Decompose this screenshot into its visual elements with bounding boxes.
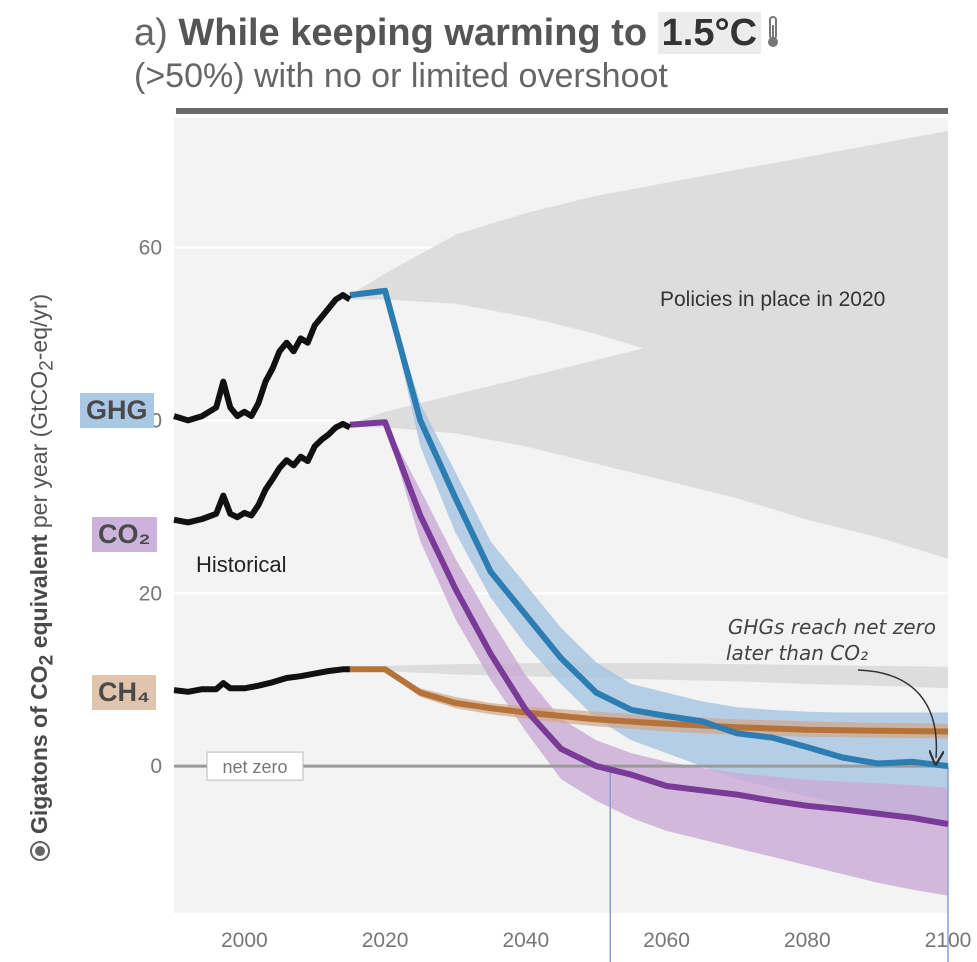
- ch4-pathway-line: [349, 666, 949, 735]
- ghg-note-line-2: later than CO₂: [726, 641, 868, 665]
- x-tick-label-2020: 2020: [362, 929, 409, 952]
- title-subtitle: (>50%) with no or limited overshoot: [134, 57, 668, 95]
- title-prefix: a): [134, 12, 168, 54]
- historical-line-ch4: [173, 666, 350, 695]
- co2-tag: CO₂: [92, 517, 157, 552]
- title-rule: [176, 108, 948, 114]
- bands: [349, 131, 948, 896]
- title-main: While keeping warming to: [178, 12, 648, 54]
- historical-line-co2: [173, 420, 352, 526]
- net-zero-label: net zero: [222, 757, 287, 777]
- historical-annotation: Historical: [196, 552, 286, 577]
- y-label-sub-1: 2: [36, 654, 58, 666]
- ghg-tag: GHG: [80, 393, 154, 428]
- historical-line-ghg: [173, 292, 352, 424]
- y-label-part-2: equivalent: [26, 534, 52, 655]
- y-tick-label-0: 0: [150, 755, 162, 778]
- title-highlight: 1.5°C: [657, 12, 762, 54]
- y-label-part-1: Gigatons of CO: [26, 665, 52, 834]
- x-tick-label-2080: 2080: [784, 929, 831, 952]
- thermometer-icon: [768, 16, 779, 47]
- y-tick-label-20: 20: [139, 582, 162, 605]
- chart-title: a) While keeping warming to 1.5°C (>50%)…: [134, 10, 954, 96]
- policies-annotation: Policies in place in 2020: [660, 288, 885, 311]
- ghg-note-line-1: GHGs reach net zero: [728, 615, 936, 639]
- title-line-1: a) While keeping warming to 1.5°C: [134, 10, 954, 56]
- x-tick-label-2060: 2060: [643, 929, 690, 952]
- net-zero-year-markers: [609, 766, 949, 962]
- x-tick-label-2100: 2100: [925, 929, 972, 952]
- axes: 2000202020402060208021000204060: [139, 237, 972, 952]
- net-zero-label-box: [206, 751, 304, 781]
- ch4-tag: CH₄: [92, 675, 156, 710]
- y-label-part-3: per year (GtCO: [26, 370, 52, 535]
- co2-range-band: [349, 422, 948, 896]
- ch4-range-band: [349, 669, 948, 739]
- y-label-sub-2: 2: [36, 360, 58, 371]
- zero-line-group: net zero: [174, 751, 948, 781]
- series-lines: [173, 287, 949, 827]
- policy-band-co2: [349, 290, 948, 559]
- x-tick-label-2040: 2040: [502, 929, 549, 952]
- co2-pathway-line: [349, 419, 949, 827]
- ghg-note-arrow: [857, 669, 936, 758]
- x-tick-label-2000: 2000: [221, 929, 268, 952]
- y-axis-label: Gigatons of CO2 equivalent per year (GtC…: [26, 222, 59, 862]
- annotations: Historical Policies in place in 2020 GHGs …: [196, 288, 936, 758]
- ghg-pathway-line: [349, 287, 949, 770]
- y-tick-label-60: 60: [139, 237, 162, 260]
- y-label-part-4: -eq/yr): [26, 293, 52, 361]
- info-icon: [30, 841, 50, 861]
